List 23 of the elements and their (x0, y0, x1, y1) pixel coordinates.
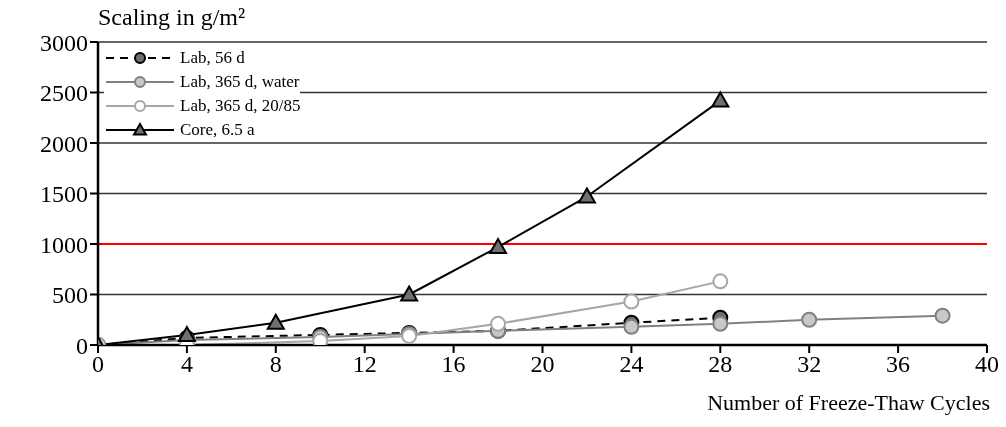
x-tick-label: 16 (441, 351, 466, 378)
legend-label: Lab, 365 d, 20/85 (180, 95, 301, 117)
y-tick-label: 1000 (40, 231, 88, 258)
y-tick-label: 1500 (40, 181, 88, 208)
x-axis-title: Number of Freeze-Thaw Cycles (707, 390, 990, 416)
y-tick-label: 3000 (40, 29, 88, 56)
x-tick-label: 12 (352, 351, 377, 378)
x-tick-label: 32 (797, 351, 822, 378)
x-tick-label: 20 (530, 351, 555, 378)
x-tick-label: 24 (619, 351, 644, 378)
y-tick-label: 2500 (40, 80, 88, 107)
x-tick-label: 36 (886, 351, 911, 378)
y-tick-label: 500 (52, 282, 88, 309)
y-tick-label: 2000 (40, 130, 88, 157)
x-tick-label: 8 (269, 351, 282, 378)
x-tick-label: 28 (708, 351, 733, 378)
x-tick-label: 40 (975, 351, 999, 378)
x-tick-label: 4 (180, 351, 193, 378)
legend-label: Lab, 365 d, water (180, 71, 300, 93)
y-tick-label: 0 (76, 332, 88, 359)
y-axis-title: Scaling in g/m² (98, 4, 246, 31)
legend-label: Lab, 56 d (180, 47, 245, 69)
legend-label: Core, 6.5 a (180, 119, 255, 141)
